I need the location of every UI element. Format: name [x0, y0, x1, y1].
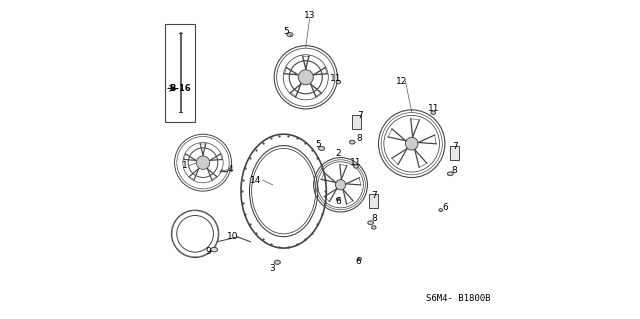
Circle shape	[298, 70, 314, 85]
Ellipse shape	[439, 209, 443, 211]
Text: 14: 14	[250, 175, 262, 185]
Text: 2: 2	[335, 149, 340, 158]
Text: 8: 8	[356, 134, 362, 144]
Circle shape	[196, 156, 210, 169]
Text: 13: 13	[304, 11, 316, 20]
Text: 10: 10	[227, 232, 239, 241]
Text: S6M4- B1800B: S6M4- B1800B	[426, 294, 490, 303]
Ellipse shape	[211, 248, 218, 252]
FancyBboxPatch shape	[450, 146, 459, 160]
Ellipse shape	[447, 172, 453, 176]
Text: 11: 11	[428, 104, 439, 113]
Ellipse shape	[349, 140, 355, 144]
Ellipse shape	[406, 137, 418, 150]
Text: 7: 7	[452, 142, 458, 151]
Ellipse shape	[337, 197, 340, 200]
Ellipse shape	[287, 33, 293, 37]
Text: 4: 4	[227, 165, 233, 174]
Text: 1: 1	[182, 161, 188, 170]
Ellipse shape	[274, 260, 280, 264]
Text: B-16: B-16	[169, 84, 191, 93]
Text: 8: 8	[371, 213, 376, 222]
Text: 5: 5	[284, 27, 289, 36]
Ellipse shape	[319, 146, 324, 151]
Ellipse shape	[336, 80, 340, 84]
Text: 12: 12	[396, 77, 407, 85]
FancyBboxPatch shape	[369, 194, 378, 208]
Ellipse shape	[431, 111, 435, 115]
Ellipse shape	[368, 221, 374, 225]
FancyBboxPatch shape	[352, 115, 361, 129]
Text: 9: 9	[205, 247, 211, 256]
Ellipse shape	[358, 258, 362, 261]
Text: 7: 7	[371, 191, 377, 200]
Text: 6: 6	[442, 203, 448, 212]
Text: 6: 6	[335, 197, 341, 206]
Text: 11: 11	[330, 74, 342, 83]
Ellipse shape	[354, 165, 358, 168]
Text: 8: 8	[451, 166, 457, 175]
Text: 3: 3	[269, 264, 275, 273]
Text: 5: 5	[316, 140, 321, 149]
Text: 11: 11	[349, 158, 361, 167]
Ellipse shape	[335, 180, 346, 190]
Text: 7: 7	[357, 111, 363, 120]
Ellipse shape	[371, 226, 376, 229]
Text: 6: 6	[356, 257, 362, 266]
